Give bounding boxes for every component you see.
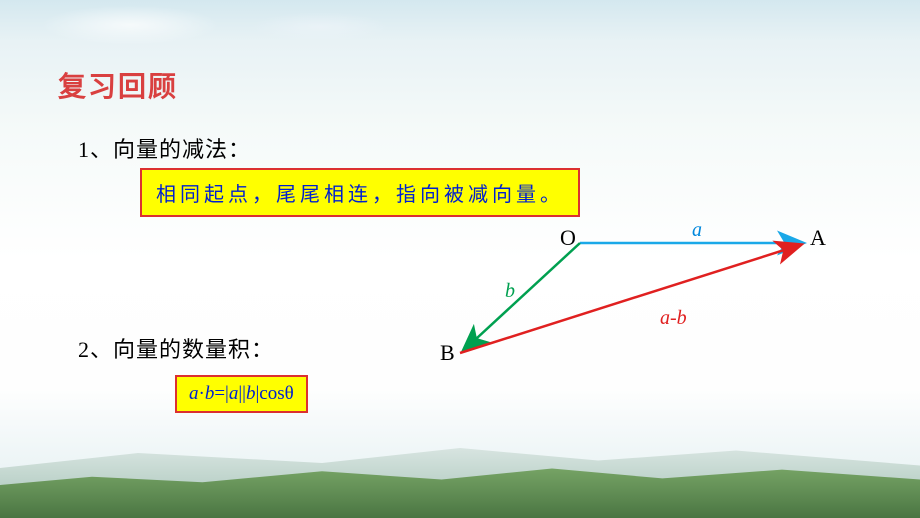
formula-a: a <box>189 383 199 404</box>
vector-a-label: a <box>692 219 702 242</box>
formula-end: |cosθ <box>255 383 293 404</box>
vector-b-label: b <box>505 280 515 303</box>
formula-b: b <box>205 383 215 404</box>
item2-label: 2、向量的数量积： <box>78 332 274 364</box>
section-title: 复习回顾 <box>58 65 178 105</box>
vector-ab-label: a-b <box>660 307 687 330</box>
vector-diagram: O A B a b a-b <box>430 225 850 385</box>
item1-label: 1、向量的减法： <box>78 132 251 164</box>
diagram-svg <box>430 225 850 385</box>
landscape-decoration <box>0 438 920 518</box>
point-B-label: B <box>440 340 455 366</box>
item1-box: 相同起点，尾尾相连，指向被减向量。 <box>140 168 580 217</box>
cloud-decoration <box>40 5 220 45</box>
cloud-decoration-2 <box>250 12 390 42</box>
item2-formula-box: a·b=|a||b|cosθ <box>175 375 308 413</box>
formula-a2: a <box>229 383 239 404</box>
point-A-label: A <box>810 225 826 251</box>
point-O-label: O <box>560 225 576 251</box>
formula-eq: =| <box>214 383 229 404</box>
formula-mid: || <box>238 383 246 404</box>
